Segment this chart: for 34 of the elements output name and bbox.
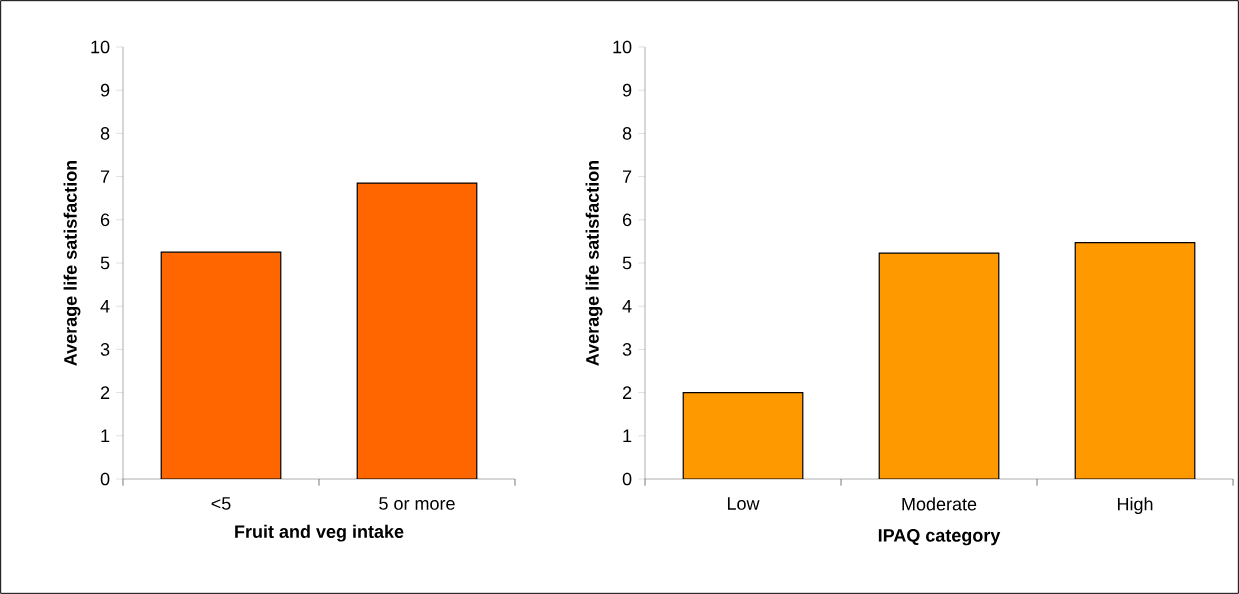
bar xyxy=(878,252,1000,479)
x-axis-title: Fruit and veg intake xyxy=(235,524,404,542)
y-tick-label: 0 xyxy=(622,472,632,486)
x-tick-label: Low xyxy=(727,497,760,510)
y-tick-label: 6 xyxy=(100,213,110,227)
x-tick-label: High xyxy=(1117,497,1153,515)
y-tick-label: 2 xyxy=(100,386,110,399)
y-tick-label: 8 xyxy=(622,127,632,140)
y-tick-label: 1 xyxy=(101,429,110,442)
x-tick-label: <5 xyxy=(211,497,231,510)
y-tick-label: 10 xyxy=(613,40,632,54)
y-tick-label: 0 xyxy=(100,472,110,486)
y-tick-label: 2 xyxy=(622,386,632,399)
y-tick-label: 5 xyxy=(100,256,110,270)
y-tick-label: 7 xyxy=(622,170,632,183)
y-tick-label: 1 xyxy=(623,429,632,442)
y-tick-label: 7 xyxy=(100,170,110,183)
y-tick-label: 6 xyxy=(622,213,632,227)
x-tick-label: 5 or more xyxy=(379,497,455,510)
y-tick-label: 3 xyxy=(100,343,110,356)
x-tick-label: Moderate xyxy=(902,497,977,511)
y-tick-label: 8 xyxy=(100,127,110,140)
y-tick-label: 4 xyxy=(622,300,632,313)
y-axis-title: Average life satisfaction xyxy=(585,160,603,366)
y-tick-label: 3 xyxy=(622,343,632,356)
y-tick-label: 4 xyxy=(100,300,110,313)
bar xyxy=(1074,242,1196,479)
y-tick-label: 5 xyxy=(622,256,632,270)
y-axis-title: Average life satisfaction xyxy=(63,160,81,366)
x-axis-title: IPAQ category xyxy=(878,528,1001,546)
y-tick-label: 9 xyxy=(622,83,632,97)
y-tick-label: 10 xyxy=(91,40,110,54)
bar xyxy=(682,392,804,479)
y-tick-label: 9 xyxy=(100,83,110,97)
